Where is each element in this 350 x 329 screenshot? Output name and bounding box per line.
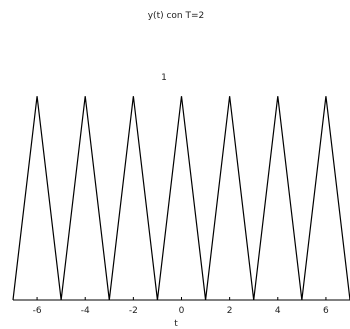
plot-area [12,96,350,301]
x-axis-label: t [174,319,178,329]
chart-annotation: 1 [161,73,167,83]
x-tick-label: -4 [81,306,90,316]
x-tick-label: 4 [275,306,281,316]
x-tick-label: 0 [179,306,185,316]
x-ticks: -6 -4 -2 0 2 4 6 [33,297,329,316]
x-tick-label: 2 [227,306,233,316]
x-tick-label: 6 [323,306,329,316]
chart-title: y(t) con T=2 [148,11,205,21]
series-line-0 [12,96,350,301]
x-tick-label: -6 [33,306,42,316]
x-tick-label: -2 [129,306,138,316]
